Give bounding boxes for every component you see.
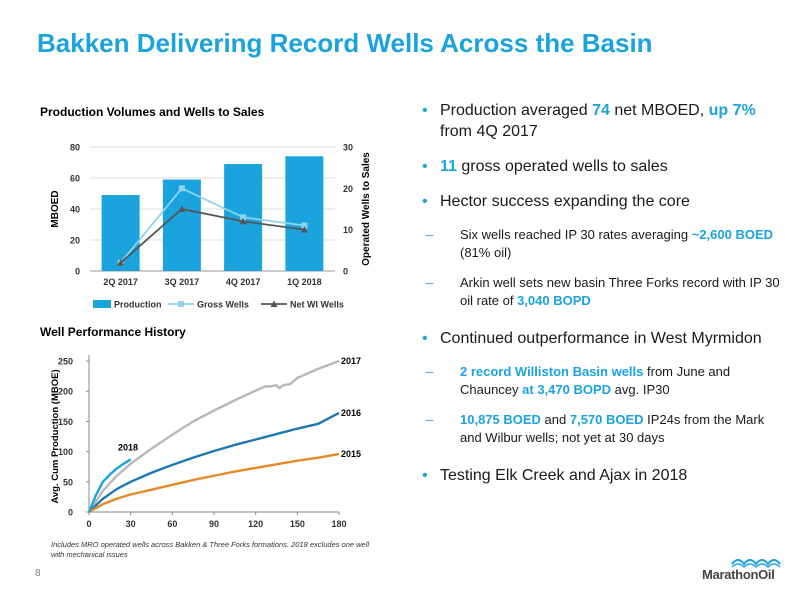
net-wi-wells-point [300, 226, 308, 233]
x-tick-label: 90 [209, 519, 219, 529]
series-line-2016 [88, 411, 340, 513]
subbullet-ip24: –10,875 BOED and 7,570 BOED IP24s from t… [426, 412, 765, 445]
series-label-2015: 2015 [341, 449, 361, 459]
bullet-elk-creek: • Testing Elk Creek and Ajax in 2018 [422, 467, 688, 484]
marathon-oil-logo: MarathonOil [654, 555, 784, 583]
y-tick-label: 0 [75, 267, 80, 277]
y-tick-label: 250 [58, 357, 73, 367]
legend-net-marker [270, 300, 278, 307]
bullet-list: • Production averaged 74 net MBOED, up 7%… [422, 100, 782, 500]
y-tick-label: 60 [70, 174, 80, 184]
series-label-2016: 2016 [341, 408, 361, 418]
bullet-hector: • Hector success expanding the core [422, 193, 690, 210]
well-performance-chart: 0 50 100 150 200 250 0 30 60 90 120 150 180 Avg. Cum … [50, 355, 361, 529]
production-bar [285, 156, 324, 271]
series-line-2017 [87, 359, 340, 513]
y-axis-label: MBOED [50, 190, 61, 227]
subbullet-six-wells: – Six wells reached IP 30 rates averaging… [426, 227, 774, 260]
x-tick-label: 60 [167, 519, 177, 529]
net-wi-wells-line [120, 208, 305, 264]
x-tick-label: 150 [290, 519, 305, 529]
subbullet-record-wells: –2 record Williston Basin wells from Jun… [426, 364, 731, 397]
series-line-2018 [87, 458, 132, 513]
net-wi-wells-point [239, 217, 247, 225]
legend-gross-label: Gross Wells [197, 300, 249, 310]
production-chart: 0 20 40 60 80 0 10 20 30 MBOED Operated Wells to S… [50, 143, 372, 310]
bullet-west-myrmidon: • Continued outperformance in West Myrmid… [422, 330, 762, 347]
page-title: Bakken Delivering Record Wells Across th… [37, 28, 653, 58]
y-axis-label: Avg. Cum Production (MBOE) [50, 369, 61, 503]
x-tick-label: 3Q 2017 [165, 277, 200, 287]
bullet-production: • Production averaged 74 net MBOED, up 7%… [422, 102, 756, 140]
x-tick-label: 0 [86, 519, 91, 529]
production-chart-title: Production Volumes and Wells to Sales [40, 105, 265, 119]
y2-tick-label: 20 [343, 184, 353, 194]
net-wi-wells-point [117, 259, 125, 266]
x-tick-label: 180 [331, 519, 346, 529]
x-tick-label: 2Q 2017 [103, 277, 138, 287]
y-tick-label: 40 [70, 205, 80, 215]
bullet-wells-to-sales: • 11 gross operated wells to sales [422, 158, 668, 175]
well-performance-chart-title: Well Performance History [40, 325, 186, 339]
logo-text: MarathonOil [702, 567, 775, 582]
net-wi-wells-point [178, 205, 186, 212]
legend-net-label: Net WI Wells [290, 300, 344, 310]
y2-tick-label: 10 [343, 225, 353, 235]
series-line-2015 [88, 452, 340, 514]
y2-tick-label: 30 [343, 143, 353, 153]
legend-production-label: Production [114, 300, 162, 310]
gross-wells-point [240, 214, 247, 221]
y-tick-label: 150 [58, 417, 73, 427]
x-tick-label: 120 [248, 519, 263, 529]
gross-wells-point [301, 222, 308, 229]
footnote: Includes MRO operated wells across Bakke… [51, 540, 370, 559]
y-tick-label: 80 [70, 143, 80, 153]
gross-wells-line [119, 187, 305, 264]
y-tick-label: 20 [70, 236, 80, 246]
y2-tick-label: 0 [343, 267, 348, 277]
y2-axis-label: Operated Wells to Sales [361, 152, 372, 266]
x-tick-label: 1Q 2018 [287, 277, 322, 287]
y-tick-label: 0 [68, 508, 73, 518]
logo-wave-icon [731, 559, 781, 569]
legend-gross-marker [178, 301, 184, 307]
subbullet-arkin: – Arkin well sets new basin Three Forks r… [426, 275, 780, 308]
y-tick-label: 200 [58, 387, 73, 397]
production-bar [101, 195, 140, 271]
gross-wells-point [178, 185, 185, 192]
x-tick-label: 30 [126, 519, 136, 529]
y-tick-label: 50 [63, 477, 73, 487]
page-number: 8 [35, 568, 41, 579]
series-label-2018: 2018 [118, 442, 138, 452]
y-tick-label: 100 [58, 447, 73, 457]
legend-production-swatch [93, 300, 111, 308]
series-label-2017: 2017 [341, 356, 361, 366]
x-tick-label: 4Q 2017 [226, 277, 261, 287]
